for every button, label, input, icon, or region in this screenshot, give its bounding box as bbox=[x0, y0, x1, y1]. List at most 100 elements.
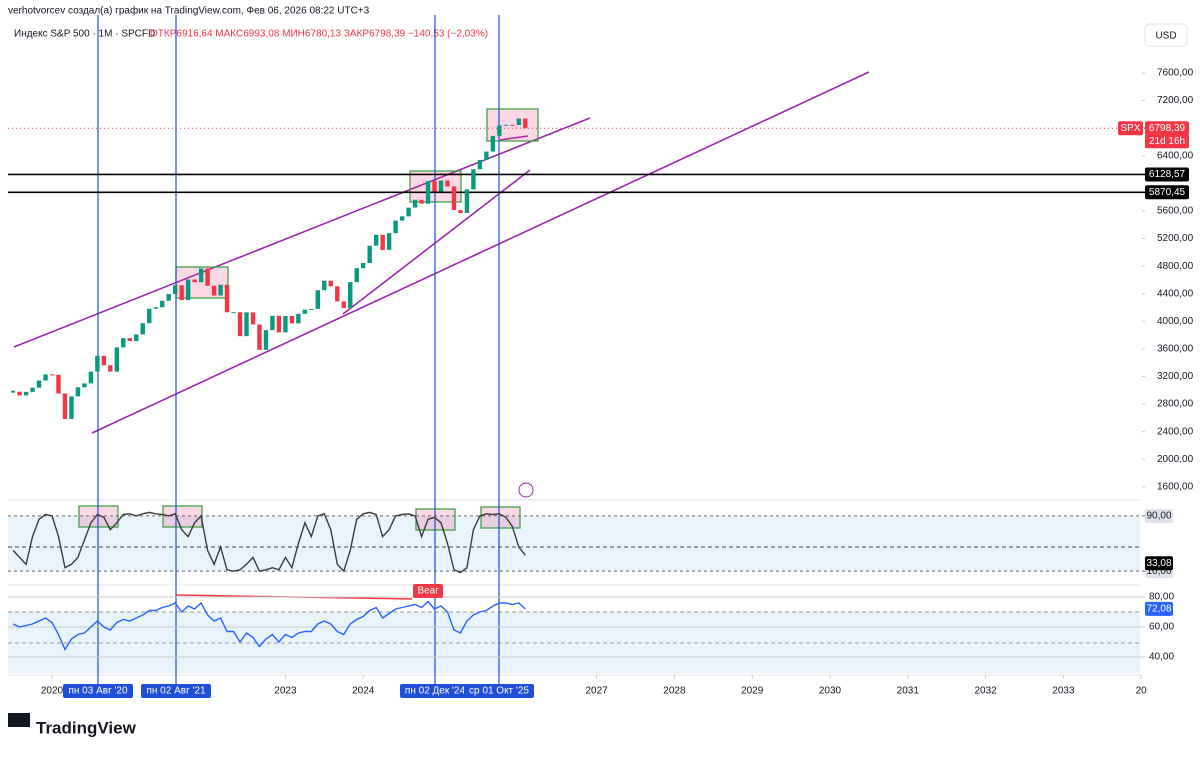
y-tick-label: 7200,00 bbox=[1157, 95, 1194, 106]
date-marker-bg bbox=[63, 684, 133, 698]
candle bbox=[367, 245, 372, 263]
candle bbox=[361, 262, 366, 269]
x-tick-label: 2031 bbox=[897, 686, 920, 697]
candle bbox=[263, 330, 269, 350]
candle bbox=[218, 284, 223, 296]
candle bbox=[134, 334, 139, 342]
y-tick-label: 80,00 bbox=[1149, 592, 1174, 603]
y-tick-label: 4400,00 bbox=[1157, 288, 1194, 299]
y-tick-label: 7600,00 bbox=[1157, 68, 1194, 79]
candle bbox=[23, 391, 29, 396]
candle bbox=[153, 307, 158, 309]
candle bbox=[335, 286, 340, 302]
candle bbox=[373, 234, 379, 246]
candle bbox=[211, 285, 217, 296]
candle bbox=[69, 396, 74, 419]
candle bbox=[283, 316, 288, 333]
level-label-bg bbox=[1145, 167, 1189, 182]
level-label-bg bbox=[1145, 185, 1189, 200]
candle bbox=[114, 347, 120, 372]
candle bbox=[386, 233, 392, 250]
y-tick-label: 3600,00 bbox=[1157, 344, 1194, 355]
y-tick-label: 10,00 bbox=[1146, 566, 1171, 577]
candle bbox=[62, 393, 68, 419]
candle bbox=[237, 312, 243, 337]
candle bbox=[270, 315, 275, 331]
candle bbox=[451, 186, 457, 211]
candle bbox=[140, 323, 145, 335]
candle bbox=[49, 374, 55, 376]
candle bbox=[412, 199, 418, 208]
candle bbox=[471, 169, 476, 190]
candle bbox=[503, 124, 509, 126]
currency-button[interactable] bbox=[1144, 23, 1188, 47]
date-marker-bg bbox=[400, 684, 470, 698]
candle bbox=[425, 181, 431, 204]
candle bbox=[276, 315, 282, 333]
box bbox=[480, 506, 521, 529]
x-tick-label: 2033 bbox=[1052, 686, 1075, 697]
y-tick-label-bg bbox=[1145, 508, 1173, 523]
trend-line bbox=[499, 135, 529, 141]
candle bbox=[315, 290, 321, 309]
candle bbox=[328, 280, 333, 287]
last-value-tag-bg bbox=[1145, 601, 1173, 616]
candle bbox=[121, 338, 126, 348]
y-tick-label: 3200,00 bbox=[1157, 371, 1194, 382]
candle bbox=[348, 282, 353, 308]
symbol-tag-bg bbox=[1118, 121, 1143, 136]
price-tag: 6798,39 bbox=[1149, 123, 1186, 134]
indicator-line bbox=[12, 600, 526, 652]
candle bbox=[179, 285, 184, 301]
annotation-bg bbox=[413, 584, 443, 598]
candle bbox=[432, 181, 437, 192]
candle bbox=[477, 159, 483, 170]
date-marker: ср 01 Окт '25 bbox=[469, 686, 529, 697]
candle bbox=[88, 371, 94, 384]
candle bbox=[192, 279, 197, 283]
candle bbox=[523, 118, 528, 129]
annotation: Bear bbox=[417, 586, 439, 597]
candle bbox=[341, 301, 346, 308]
candle bbox=[43, 374, 48, 381]
x-tick-label: 20 bbox=[1136, 686, 1148, 697]
candle bbox=[464, 189, 470, 214]
candle bbox=[30, 387, 35, 392]
candle bbox=[250, 312, 256, 325]
candle bbox=[95, 355, 100, 372]
logo: TradingView bbox=[36, 718, 137, 737]
candle bbox=[205, 268, 210, 286]
candle bbox=[244, 312, 249, 337]
candle bbox=[322, 280, 327, 291]
stoch-band bbox=[8, 516, 1140, 571]
candle bbox=[510, 124, 515, 126]
candle bbox=[147, 308, 152, 324]
x-tick-label: 2024 bbox=[352, 686, 375, 697]
candle bbox=[17, 391, 22, 396]
candle bbox=[380, 234, 385, 250]
candle bbox=[516, 118, 521, 126]
candle bbox=[82, 383, 87, 388]
level-label: 5870,45 bbox=[1149, 187, 1186, 198]
currency[interactable]: USD bbox=[1155, 31, 1176, 42]
candle bbox=[172, 285, 178, 295]
alert-icon[interactable] bbox=[518, 482, 534, 498]
candle bbox=[36, 380, 42, 388]
candle bbox=[231, 312, 236, 314]
symbol-title: Индекс S&P 500 · 1M · SPCFD bbox=[14, 29, 155, 40]
candle bbox=[484, 151, 489, 160]
candle bbox=[160, 300, 165, 308]
logo-icon bbox=[8, 713, 30, 727]
x-tick-label: 2027 bbox=[585, 686, 608, 697]
candle bbox=[108, 365, 113, 372]
candle bbox=[296, 313, 301, 324]
y-tick-label: 2400,00 bbox=[1157, 426, 1194, 437]
candle bbox=[309, 308, 314, 310]
x-tick-label: 2030 bbox=[819, 686, 842, 697]
indicator-line bbox=[12, 511, 526, 574]
countdown-tag-bg bbox=[1145, 134, 1189, 149]
last-value-tag-bg bbox=[1145, 556, 1173, 571]
candle bbox=[302, 309, 308, 314]
candle bbox=[445, 180, 450, 187]
